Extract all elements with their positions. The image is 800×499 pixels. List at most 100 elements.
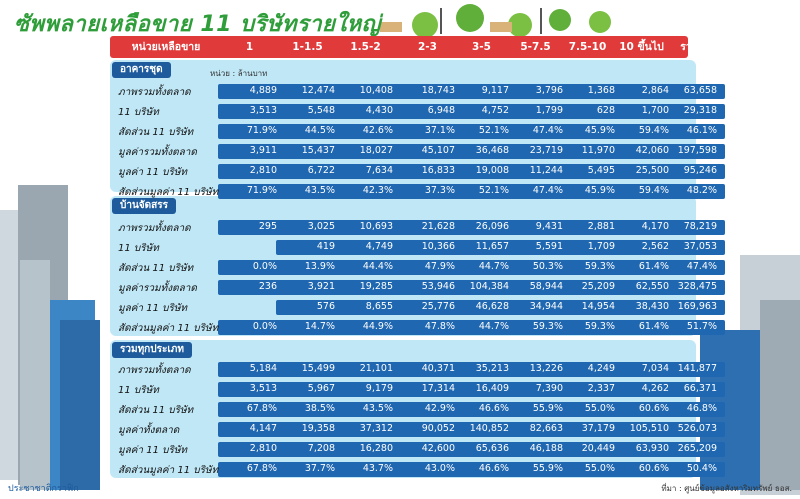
table-cell: 2,337 xyxy=(587,383,615,394)
table-cell: 11,970 xyxy=(581,145,615,156)
row-bar xyxy=(218,462,725,477)
table-cell: 197,598 xyxy=(677,145,717,156)
table-cell: 1,368 xyxy=(587,85,615,96)
row-label: สัดส่วนมูลค่า 11 บริษัท xyxy=(118,187,219,198)
row-label: สัดส่วนมูลค่า 11 บริษัท xyxy=(118,465,219,476)
table-cell: 4,249 xyxy=(587,363,615,374)
table-row: สัดส่วน 11 บริษัท 0.0% 13.9% 44.4% 47.9% 44.7… xyxy=(0,260,800,276)
table-cell: 25,500 xyxy=(635,165,669,176)
table-cell: 15,437 xyxy=(301,145,335,156)
table-cell: 37.3% xyxy=(424,185,455,196)
header-col-8: 10 ขึ้นไป xyxy=(619,41,664,53)
table-cell: 46.6% xyxy=(478,463,509,474)
table-cell: 105,510 xyxy=(629,423,669,434)
table-cell: 9,431 xyxy=(535,221,563,232)
row-bar xyxy=(218,422,725,437)
table-cell: 34,944 xyxy=(529,301,563,312)
row-bar xyxy=(218,260,725,275)
table-cell: 628 xyxy=(596,105,615,116)
table-cell: 82,663 xyxy=(529,423,563,434)
section-label: บ้านจัดสรร xyxy=(112,198,176,214)
table-cell: 0.0% xyxy=(252,261,277,272)
table-row: สัดส่วน 11 บริษัท 71.9% 44.5% 42.6% 37.1% 52.… xyxy=(0,124,800,140)
table-cell: 55.0% xyxy=(584,403,615,414)
table-cell: 46.6% xyxy=(478,403,509,414)
table-cell: 19,008 xyxy=(475,165,509,176)
table-cell: 26,096 xyxy=(475,221,509,232)
table-cell: 37.7% xyxy=(304,463,335,474)
row-bar xyxy=(218,382,725,397)
table-row: สัดส่วนมูลค่า 11 บริษัท 0.0% 14.7% 44.9% 47.… xyxy=(0,320,800,336)
table-cell: 1,709 xyxy=(587,241,615,252)
table-row: 11 บริษัท 3,513 5,548 4,430 6,948 4,752 1,799 6… xyxy=(0,104,800,120)
table-cell: 59.4% xyxy=(638,125,669,136)
table-cell: 47.9% xyxy=(424,261,455,272)
table-cell: 10,408 xyxy=(359,85,393,96)
table-cell: 65,636 xyxy=(475,443,509,454)
table-cell: 3,911 xyxy=(249,145,277,156)
row-bar xyxy=(218,402,725,417)
header-col-3: 1.5-2 xyxy=(350,41,381,53)
table-cell: 9,117 xyxy=(481,85,509,96)
table-cell: 7,390 xyxy=(535,383,563,394)
table-cell: 141,877 xyxy=(677,363,717,374)
table-cell: 59.3% xyxy=(584,321,615,332)
table-cell: 526,073 xyxy=(677,423,717,434)
table-cell: 45.9% xyxy=(584,125,615,136)
table-cell: 62,550 xyxy=(635,281,669,292)
header-label: หน่วยเหลือขาย xyxy=(131,41,201,53)
table-cell: 47.4% xyxy=(686,261,717,272)
table-row: 11 บริษัท 3,513 5,967 9,179 17,314 16,409 7,39… xyxy=(0,382,800,398)
row-label: 11 บริษัท xyxy=(118,243,159,254)
table-cell: 53,946 xyxy=(421,281,455,292)
table-row: มูลค่า 11 บริษัท 2,810 6,722 7,634 16,833 19,… xyxy=(0,164,800,180)
table-cell: 59.3% xyxy=(532,321,563,332)
table-cell: 140,852 xyxy=(469,423,509,434)
table-cell: 3,513 xyxy=(249,383,277,394)
table-cell: 47.8% xyxy=(424,321,455,332)
table-cell: 44.4% xyxy=(362,261,393,272)
table-cell: 55.9% xyxy=(532,463,563,474)
row-label: มูลค่า 11 บริษัท xyxy=(118,303,188,314)
table-cell: 46.1% xyxy=(686,125,717,136)
header-col-9: รวม xyxy=(680,41,699,53)
table-cell: 52.1% xyxy=(478,125,509,136)
row-label: มูลค่ารวมทั้งตลาด xyxy=(118,283,197,294)
table-cell: 4,262 xyxy=(641,383,669,394)
table-cell: 16,833 xyxy=(421,165,455,176)
row-label: สัดส่วน 11 บริษัท xyxy=(118,405,194,416)
table-cell: 60.6% xyxy=(638,463,669,474)
table-cell: 42,060 xyxy=(635,145,669,156)
table-row: มูลค่าทั้งตลาด 4,147 19,358 37,312 90,052 140… xyxy=(0,422,800,438)
table-cell: 95,246 xyxy=(683,165,717,176)
table-cell: 43.7% xyxy=(362,463,393,474)
table-row: มูลค่า 11 บริษัท 2,810 7,208 16,280 42,600 65… xyxy=(0,442,800,458)
table-cell: 29,318 xyxy=(683,105,717,116)
table-cell: 46.8% xyxy=(686,403,717,414)
table-row: มูลค่ารวมทั้งตลาด 3,911 15,437 18,027 45,107… xyxy=(0,144,800,160)
table-cell: 90,052 xyxy=(421,423,455,434)
table-cell: 60.6% xyxy=(638,403,669,414)
table-cell: 47.4% xyxy=(532,185,563,196)
row-label: 11 บริษัท xyxy=(118,385,159,396)
table-cell: 51.7% xyxy=(686,321,717,332)
table-row: ภาพรวมทั้งตลาด 5,184 15,499 21,101 40,371 35,… xyxy=(0,362,800,378)
table-cell: 4,430 xyxy=(365,105,393,116)
table-cell: 42.9% xyxy=(424,403,455,414)
table-cell: 19,285 xyxy=(359,281,393,292)
table-cell: 67.8% xyxy=(246,403,277,414)
table-cell: 63,658 xyxy=(683,85,717,96)
table-cell: 16,280 xyxy=(359,443,393,454)
table-cell: 4,889 xyxy=(249,85,277,96)
header-col-2: 1-1.5 xyxy=(292,41,323,53)
table-cell: 13,226 xyxy=(529,363,563,374)
row-bar xyxy=(218,280,725,295)
table-cell: 63,930 xyxy=(635,443,669,454)
table-cell: 50.3% xyxy=(532,261,563,272)
table-cell: 36,468 xyxy=(475,145,509,156)
table-cell: 2,864 xyxy=(641,85,669,96)
table-row: สัดส่วน 11 บริษัท 67.8% 38.5% 43.5% 42.9% 46.… xyxy=(0,402,800,418)
row-bar xyxy=(218,220,725,235)
table-cell: 2,562 xyxy=(641,241,669,252)
